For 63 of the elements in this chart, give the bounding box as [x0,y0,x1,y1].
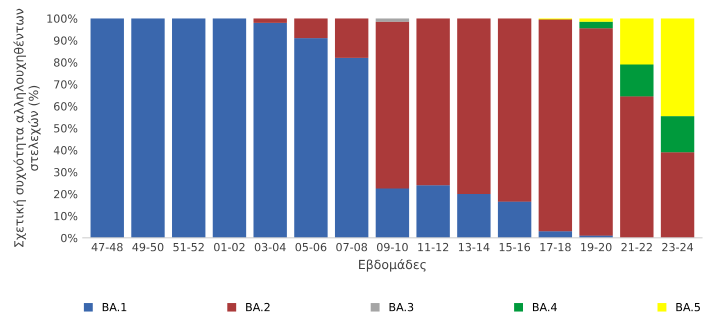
bar [538,20,572,232]
x-tick-label: 07-08 [336,242,368,252]
bar [416,185,450,238]
legend-label: BA.4 [532,303,557,312]
y-tick-label: 40% [54,146,78,154]
bar [294,38,328,238]
y-tick-label: 50% [54,124,78,133]
legend-label: BA.3 [390,302,414,312]
x-tick-label: 05-06 [296,242,326,252]
x-tick-label: 15-16 [500,242,530,252]
x-tick-label: 51-52 [173,242,204,252]
bar [579,18,613,22]
x-tick-label: 47-48 [92,242,123,252]
x-tick-label: 11-12 [418,242,448,252]
x-axis-title: Εβδομάδες [359,259,426,272]
bar [253,18,287,23]
bar [376,22,410,188]
bar [457,18,491,194]
legend-label: BA.1 [102,303,126,312]
bar [90,18,124,238]
bar [538,231,572,238]
bar [620,64,654,96]
x-tick-label: 01-02 [214,242,244,252]
x-tick-label: 23-24 [662,242,694,252]
bar [172,18,206,238]
bar [498,18,532,202]
legend-label: BA.5 [676,303,700,312]
bar [294,18,328,38]
bar [620,18,654,65]
bar [253,22,287,238]
bar [579,28,613,236]
y-tick-label: 90% [54,36,78,45]
x-tick-label: 49-50 [132,242,164,252]
x-tick-label: 03-04 [254,242,286,252]
bar [620,96,654,238]
y-tick-label: 10% [54,212,78,220]
x-tick-label: 19-20 [581,242,612,252]
y-tick-label: 30% [54,168,78,176]
bar [334,18,368,58]
y-tick-label: 100% [47,14,78,23]
x-tick-label: 17-18 [540,242,571,252]
bar [334,58,368,238]
x-tick-label: 21-22 [621,242,652,252]
x-tick-label: 09-10 [376,242,408,252]
bar [457,194,491,238]
bar [131,18,165,238]
y-tick-label: 60% [54,102,78,111]
y-tick-label: 20% [54,190,78,198]
y-axis-title: Σχετική συχνότητα αλληλουχηθέντων στελεχών (%) [13,8,41,247]
bar [416,18,450,186]
bar [376,188,410,238]
legend-label: BA.2 [246,302,270,312]
bar [660,18,694,116]
bar [579,22,613,28]
y-tick-label: 0% [61,234,78,242]
bar [376,18,410,22]
bar [498,202,532,238]
bar [660,152,694,238]
y-tick-label: 70% [54,80,78,89]
y-tick-label: 80% [54,58,78,67]
bar [660,116,694,152]
bar [212,18,246,238]
x-tick-label: 13-14 [458,242,490,252]
